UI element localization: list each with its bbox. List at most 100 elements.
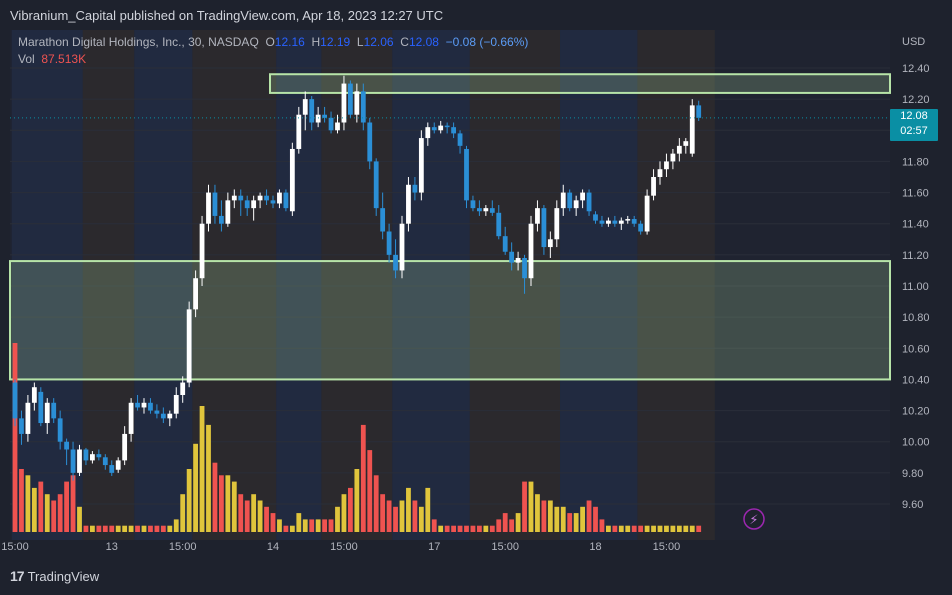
volume-bar bbox=[393, 506, 398, 532]
candle-body bbox=[244, 200, 250, 209]
candle-body bbox=[90, 454, 95, 461]
candle-body bbox=[51, 402, 57, 419]
volume-bar bbox=[599, 519, 605, 532]
volume-bar bbox=[354, 469, 360, 532]
candle-body bbox=[19, 418, 24, 434]
volume-value: 87.513K bbox=[41, 52, 87, 66]
candle-body bbox=[496, 212, 502, 237]
volume-bar bbox=[25, 475, 31, 532]
y-tick-label: 11.00 bbox=[902, 281, 929, 293]
close-label: C bbox=[400, 35, 409, 49]
candle-body bbox=[302, 99, 308, 115]
x-tick-label: 15:00 bbox=[653, 541, 681, 553]
symbol-name: Marathon Digital Holdings, Inc., 30, NAS… bbox=[18, 35, 259, 49]
volume-bar bbox=[270, 513, 276, 532]
volume-bar bbox=[528, 481, 534, 532]
candle-body bbox=[554, 208, 560, 240]
candle-body bbox=[180, 382, 186, 395]
candle-body bbox=[77, 449, 82, 473]
candle-body bbox=[567, 192, 573, 209]
chart-legend: Marathon Digital Holdings, Inc., 30, NAS… bbox=[18, 35, 528, 49]
volume-bar bbox=[167, 525, 173, 532]
candle-body bbox=[102, 457, 108, 466]
candle-body bbox=[277, 192, 282, 204]
candle-body bbox=[670, 153, 676, 162]
volume-bar bbox=[109, 525, 115, 532]
volume-bar bbox=[502, 513, 508, 532]
volume-bar bbox=[251, 494, 257, 532]
x-tick-label: 18 bbox=[589, 541, 601, 553]
candle-body bbox=[109, 465, 115, 473]
candle-body bbox=[676, 145, 682, 154]
candle-body bbox=[631, 219, 637, 224]
volume-bar bbox=[670, 525, 676, 532]
x-tick-label: 15:00 bbox=[1, 541, 29, 553]
candle-body bbox=[264, 195, 269, 201]
candle-body bbox=[322, 114, 327, 118]
candle-body bbox=[12, 382, 18, 419]
candle-body bbox=[586, 192, 592, 212]
y-tick-label: 10.80 bbox=[902, 312, 930, 324]
footer-brand[interactable]: 17 TradingView bbox=[10, 568, 99, 584]
volume-bar bbox=[309, 519, 315, 532]
volume-bar bbox=[212, 462, 218, 532]
volume-bar bbox=[618, 525, 624, 532]
volume-bar bbox=[186, 469, 192, 532]
last-price: 12.08 bbox=[900, 110, 928, 122]
volume-bar bbox=[206, 424, 211, 532]
x-tick-label: 13 bbox=[106, 541, 118, 553]
volume-bar bbox=[160, 525, 166, 532]
close-value: 12.08 bbox=[408, 35, 439, 49]
candle-body bbox=[599, 220, 605, 224]
volume-bar bbox=[689, 525, 695, 532]
volume-bar bbox=[683, 525, 689, 532]
volume-bar bbox=[289, 525, 295, 532]
candle-body bbox=[393, 254, 398, 271]
candle-body bbox=[618, 220, 624, 224]
open-label: O bbox=[265, 35, 275, 49]
candle-body bbox=[25, 402, 31, 434]
candle-body bbox=[193, 278, 198, 310]
volume-bar bbox=[44, 494, 50, 532]
volume-bar bbox=[302, 519, 308, 532]
candle-body bbox=[154, 410, 160, 414]
candle-body bbox=[206, 192, 211, 224]
candle-body bbox=[289, 148, 295, 212]
low-label: L bbox=[356, 35, 364, 49]
candle-body bbox=[580, 192, 585, 201]
volume-bar bbox=[541, 500, 547, 532]
volume-bar bbox=[244, 500, 250, 532]
candle-body bbox=[83, 449, 89, 461]
x-tick-label: 14 bbox=[267, 541, 279, 553]
volume-bar bbox=[31, 487, 37, 532]
y-tick-label: 10.00 bbox=[902, 437, 930, 449]
volume-bar bbox=[412, 500, 418, 532]
candle-body bbox=[173, 395, 179, 414]
lightning-icon[interactable] bbox=[743, 508, 765, 530]
candle-body bbox=[412, 184, 418, 193]
candle-body bbox=[651, 177, 656, 196]
volume-bar bbox=[631, 525, 637, 532]
candle-body bbox=[135, 402, 140, 408]
y-tick-label: 11.20 bbox=[902, 250, 929, 262]
volume-bar bbox=[348, 487, 353, 532]
candle-body bbox=[335, 122, 340, 131]
volume-bar bbox=[386, 500, 392, 532]
candle-body bbox=[606, 220, 611, 224]
candle-body bbox=[315, 114, 321, 123]
y-tick-label: 10.60 bbox=[902, 343, 930, 355]
volume-bar bbox=[676, 525, 682, 532]
candle-body bbox=[444, 125, 450, 128]
volume-bar bbox=[173, 519, 179, 532]
candle-body bbox=[689, 105, 695, 154]
session-band bbox=[637, 30, 715, 540]
candle-body bbox=[644, 195, 650, 232]
candle-body bbox=[283, 192, 289, 209]
volume-bar bbox=[315, 519, 321, 532]
volume-bar bbox=[257, 500, 263, 532]
volume-bar bbox=[135, 525, 140, 532]
volume-bar bbox=[380, 494, 386, 532]
candle-body bbox=[186, 309, 192, 383]
candle-body bbox=[696, 105, 702, 118]
